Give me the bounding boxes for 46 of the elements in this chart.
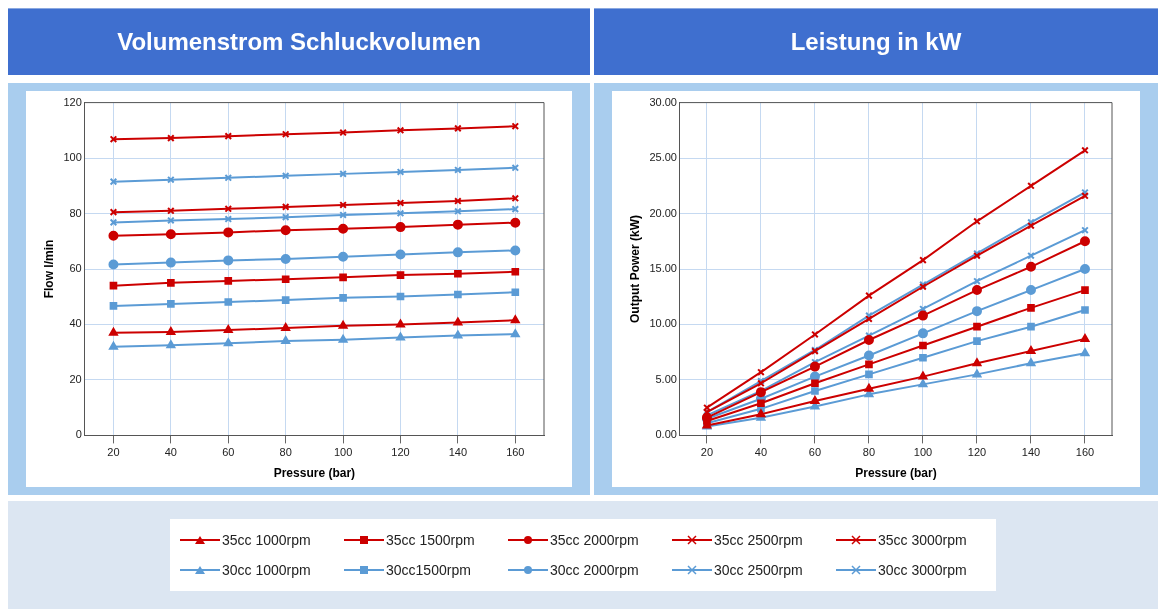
legend-label: 35cc 2500rpm <box>714 532 803 548</box>
x-tick-label: 140 <box>448 446 468 459</box>
y-tick-label: 5.00 <box>655 372 677 385</box>
x-axis-title: Pressure (bar) <box>855 466 937 481</box>
legend-label: 30cc 3000rpm <box>878 562 967 578</box>
legend-label: 30cc 2000rpm <box>550 562 639 578</box>
x-tick-label: 100 <box>913 446 933 459</box>
y-tick-label: 100 <box>63 151 82 164</box>
y-tick-label: 15.00 <box>649 262 677 275</box>
legend-label: 30cc 2500rpm <box>714 562 803 578</box>
y-tick-label: 20 <box>69 372 82 385</box>
legend-label: 35cc 1000rpm <box>222 532 311 548</box>
y-axis-title: Flow l/min <box>41 239 56 299</box>
x-tick-label: 60 <box>808 446 822 459</box>
y-tick-label: 120 <box>63 95 82 108</box>
legend-label: 35cc 1500rpm <box>386 532 475 548</box>
y-tick-label: 20.00 <box>649 206 677 219</box>
x-tick-label: 120 <box>967 446 987 459</box>
y-axis-title: Output Power (kW) <box>627 215 642 323</box>
x-tick-label: 120 <box>391 446 410 459</box>
x-tick-label: 20 <box>107 446 120 459</box>
y-tick-label: 80 <box>69 206 82 219</box>
y-tick-label: 10.00 <box>649 317 677 330</box>
x-tick-label: 160 <box>506 446 525 459</box>
x-tick-label: 40 <box>754 446 768 459</box>
legend-label: 30cc1500rpm <box>386 562 471 578</box>
y-tick-label: 40 <box>69 317 82 330</box>
legend-label: 35cc 2000rpm <box>550 532 639 548</box>
y-tick-label: 25.00 <box>649 151 677 164</box>
chart-title: Volumenstrom Schluckvolumen <box>8 8 590 75</box>
x-tick-label: 100 <box>333 446 353 459</box>
y-tick-label: 60 <box>69 262 82 275</box>
x-tick-label: 20 <box>700 446 714 459</box>
x-tick-label: 40 <box>164 446 177 459</box>
legend-label: 30cc 1000rpm <box>222 562 311 578</box>
x-tick-label: 140 <box>1021 446 1041 459</box>
chart-title: Leistung in kW <box>594 8 1158 75</box>
x-tick-label: 60 <box>222 446 235 459</box>
legend-label: 35cc 3000rpm <box>878 532 967 548</box>
x-tick-label: 80 <box>862 446 876 459</box>
x-axis-title: Pressure (bar) <box>273 466 356 481</box>
y-tick-label: 30.00 <box>649 95 677 108</box>
x-tick-label: 80 <box>279 446 292 459</box>
y-tick-label: 0 <box>75 428 82 441</box>
x-tick-label: 160 <box>1075 446 1095 459</box>
y-tick-label: 0.00 <box>655 428 677 441</box>
